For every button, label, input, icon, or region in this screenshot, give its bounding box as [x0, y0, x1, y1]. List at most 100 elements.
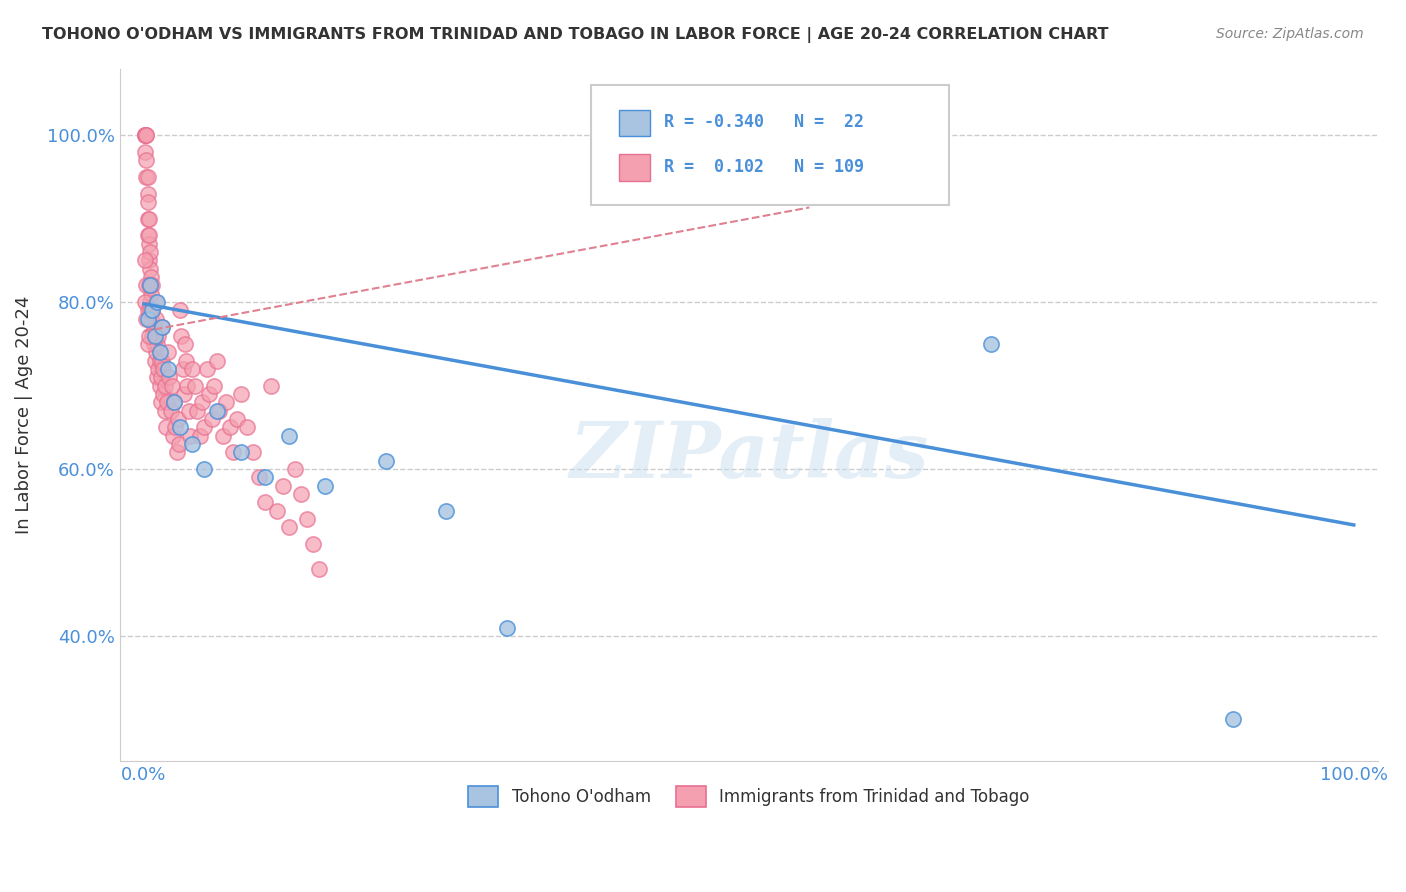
Point: [160, 378, 183, 392]
Point: [148, 328, 170, 343]
Point: [159, 403, 181, 417]
Y-axis label: In Labor Force | Age 20-24: In Labor Force | Age 20-24: [15, 295, 32, 534]
Point: [247, 470, 270, 484]
Point: [308, 562, 330, 576]
Point: [302, 537, 325, 551]
Text: Source: ZipAtlas.com: Source: ZipAtlas.com: [1216, 27, 1364, 41]
Point: [169, 303, 191, 318]
Point: [139, 278, 162, 293]
Point: [138, 236, 160, 251]
Point: [145, 345, 167, 359]
Point: [149, 370, 172, 384]
Point: [434, 504, 457, 518]
Point: [156, 395, 179, 409]
Point: [157, 370, 180, 384]
Point: [198, 387, 221, 401]
Point: [143, 328, 166, 343]
Point: [134, 128, 156, 143]
Point: [1222, 712, 1244, 726]
Point: [142, 337, 165, 351]
Point: [266, 504, 288, 518]
Point: [222, 445, 245, 459]
Point: [188, 428, 211, 442]
Point: [229, 445, 252, 459]
Point: [145, 295, 167, 310]
Point: [141, 311, 163, 326]
Point: [142, 320, 165, 334]
Point: [271, 479, 294, 493]
Point: [170, 328, 193, 343]
Point: [215, 395, 238, 409]
Point: [139, 303, 162, 318]
Point: [163, 395, 186, 409]
Point: [150, 320, 173, 334]
Point: [152, 387, 174, 401]
Point: [980, 337, 1002, 351]
Point: [177, 403, 200, 417]
Point: [179, 428, 201, 442]
Point: [135, 169, 157, 184]
Point: [148, 362, 170, 376]
Point: [155, 420, 177, 434]
Point: [176, 378, 198, 392]
Point: [236, 420, 259, 434]
Point: [201, 412, 224, 426]
Point: [218, 420, 240, 434]
Point: [205, 403, 228, 417]
Point: [143, 353, 166, 368]
Point: [374, 453, 396, 467]
Point: [139, 295, 162, 310]
Point: [166, 412, 188, 426]
Point: [138, 328, 160, 343]
Point: [136, 311, 159, 326]
Point: [193, 420, 215, 434]
Point: [134, 295, 156, 310]
Point: [138, 278, 160, 293]
Point: [166, 445, 188, 459]
Point: [136, 337, 159, 351]
Point: [193, 462, 215, 476]
Point: [141, 303, 163, 318]
Point: [242, 445, 264, 459]
Point: [260, 378, 283, 392]
Point: [135, 128, 157, 143]
Point: [496, 621, 519, 635]
Point: [135, 311, 157, 326]
Point: [136, 211, 159, 226]
Point: [134, 253, 156, 268]
Point: [153, 378, 176, 392]
Point: [278, 520, 301, 534]
Point: [143, 328, 166, 343]
Point: [135, 153, 157, 168]
Point: [253, 495, 276, 509]
Point: [186, 403, 208, 417]
Point: [136, 228, 159, 243]
Point: [229, 387, 252, 401]
Point: [278, 428, 301, 442]
Point: [152, 362, 174, 376]
Point: [149, 395, 172, 409]
Point: [153, 403, 176, 417]
Point: [150, 320, 173, 334]
Point: [141, 328, 163, 343]
Point: [226, 412, 249, 426]
Point: [163, 395, 186, 409]
Point: [134, 128, 156, 143]
Point: [191, 395, 214, 409]
Point: [297, 512, 319, 526]
Text: R = -0.340   N =  22: R = -0.340 N = 22: [664, 113, 863, 131]
Text: R =  0.102   N = 109: R = 0.102 N = 109: [664, 158, 863, 176]
Point: [314, 479, 336, 493]
Point: [184, 378, 207, 392]
Point: [157, 362, 180, 376]
Point: [211, 428, 233, 442]
Point: [181, 362, 204, 376]
Point: [141, 270, 163, 285]
Point: [195, 362, 218, 376]
Point: [149, 345, 172, 359]
Point: [149, 353, 172, 368]
Point: [290, 487, 312, 501]
Point: [138, 253, 160, 268]
Legend: Tohono O'odham, Immigrants from Trinidad and Tobago: Tohono O'odham, Immigrants from Trinidad…: [460, 778, 1038, 815]
Point: [162, 428, 184, 442]
